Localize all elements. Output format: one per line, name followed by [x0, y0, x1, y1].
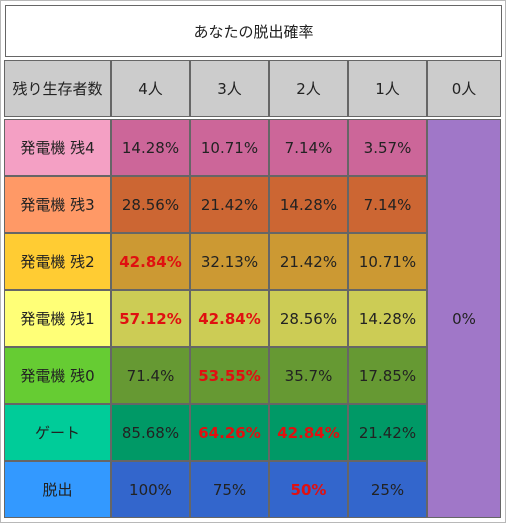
- value-cell: 10.71%: [190, 119, 269, 176]
- row-label: ゲート: [4, 404, 111, 461]
- value-cell: 100%: [111, 461, 190, 518]
- value-cell: 42.84%: [190, 290, 269, 347]
- value-cell: 42.84%: [111, 233, 190, 290]
- value-cell: 10.71%: [348, 233, 427, 290]
- row-label: 発電機 残1: [4, 290, 111, 347]
- zero-column-cell: 0%: [427, 119, 501, 518]
- value-cell: 3.57%: [348, 119, 427, 176]
- value-cell: 64.26%: [190, 404, 269, 461]
- row-label: 発電機 残4: [4, 119, 111, 176]
- header-col-4: 0人: [427, 60, 501, 117]
- row-label: 脱出: [4, 461, 111, 518]
- page-title: あなたの脱出確率: [5, 5, 502, 57]
- header-col-1: 3人: [190, 60, 269, 117]
- value-cell: 42.84%: [269, 404, 348, 461]
- value-cell: 53.55%: [190, 347, 269, 404]
- value-cell: 57.12%: [111, 290, 190, 347]
- header-corner: 残り生存者数: [4, 60, 111, 117]
- value-cell: 7.14%: [269, 119, 348, 176]
- value-cell: 21.42%: [269, 233, 348, 290]
- value-cell: 71.4%: [111, 347, 190, 404]
- value-cell: 17.85%: [348, 347, 427, 404]
- value-cell: 14.28%: [111, 119, 190, 176]
- value-cell: 25%: [348, 461, 427, 518]
- row-label: 発電機 残2: [4, 233, 111, 290]
- value-cell: 21.42%: [348, 404, 427, 461]
- value-cell: 28.56%: [111, 176, 190, 233]
- row-label: 発電機 残0: [4, 347, 111, 404]
- header-col-0: 4人: [111, 60, 190, 117]
- value-cell: 7.14%: [348, 176, 427, 233]
- value-cell: 85.68%: [111, 404, 190, 461]
- header-col-3: 1人: [348, 60, 427, 117]
- value-cell: 28.56%: [269, 290, 348, 347]
- header-col-2: 2人: [269, 60, 348, 117]
- value-cell: 14.28%: [269, 176, 348, 233]
- value-cell: 75%: [190, 461, 269, 518]
- value-cell: 21.42%: [190, 176, 269, 233]
- value-cell: 50%: [269, 461, 348, 518]
- value-cell: 35.7%: [269, 347, 348, 404]
- value-cell: 32.13%: [190, 233, 269, 290]
- row-label: 発電機 残3: [4, 176, 111, 233]
- value-cell: 14.28%: [348, 290, 427, 347]
